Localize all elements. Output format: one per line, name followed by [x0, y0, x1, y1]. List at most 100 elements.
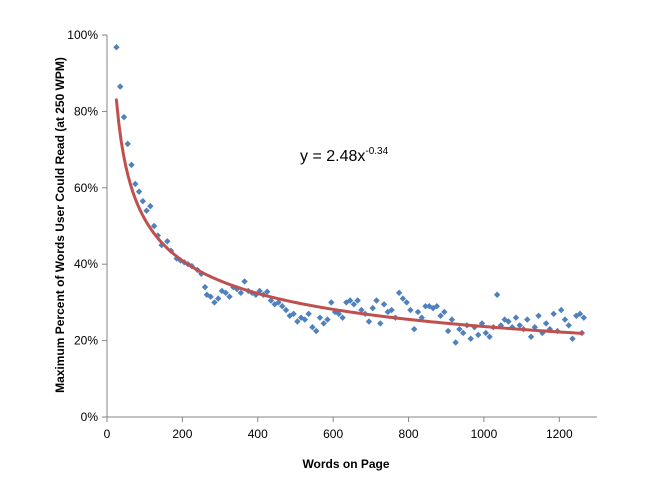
- data-point: [316, 314, 324, 321]
- data-point: [135, 188, 143, 195]
- data-point: [241, 278, 248, 285]
- data-point: [201, 283, 209, 291]
- data-point: [373, 297, 380, 304]
- data-point: [211, 299, 218, 306]
- x-tick-label: 200: [172, 427, 192, 441]
- data-point: [573, 312, 580, 319]
- data-point: [565, 322, 572, 329]
- x-tick-label: 1200: [546, 427, 573, 441]
- data-point: [441, 308, 448, 316]
- equation-exponent: -0.34: [365, 146, 388, 157]
- trendline-equation: y = 2.48x-0.34: [300, 146, 389, 165]
- data-point: [222, 289, 229, 297]
- data-point: [226, 293, 233, 300]
- data-point: [576, 310, 584, 318]
- data-point: [369, 304, 376, 312]
- data-point: [128, 161, 135, 169]
- data-point: [437, 312, 444, 319]
- x-tick-label: 1000: [471, 427, 498, 441]
- x-axis-title: Words on Page: [302, 457, 389, 471]
- data-point: [452, 339, 459, 346]
- data-point: [512, 314, 520, 321]
- data-point: [294, 318, 301, 325]
- y-axis-title: Maximum Percent of Words User Could Read…: [53, 57, 67, 393]
- data-point: [324, 316, 331, 323]
- data-point: [550, 310, 557, 318]
- data-point: [395, 289, 403, 297]
- plot-area: 0% 20% 40% 60% 80% 100% 0 200 400 600 800 1000 1200: [67, 28, 597, 441]
- data-point: [569, 335, 576, 342]
- data-point: [414, 308, 422, 316]
- data-point: [301, 316, 309, 323]
- data-point: [143, 207, 150, 214]
- y-tick-label: 100%: [67, 28, 98, 42]
- data-point: [524, 316, 531, 323]
- data-point: [350, 301, 358, 308]
- data-point: [124, 140, 131, 148]
- x-tick-label: 600: [323, 427, 343, 441]
- data-point: [531, 324, 539, 331]
- data-point: [516, 322, 523, 329]
- data-point: [365, 318, 373, 325]
- data-point: [150, 222, 158, 230]
- data-point: [444, 327, 452, 335]
- data-point: [433, 303, 441, 310]
- data-point: [505, 318, 512, 325]
- data-point: [339, 314, 346, 321]
- y-tick-label: 20%: [74, 334, 98, 348]
- equation-base: y = 2.48x: [300, 148, 365, 165]
- data-point: [275, 299, 282, 306]
- data-point: [113, 44, 120, 51]
- data-point: [475, 331, 482, 339]
- data-point: [335, 310, 343, 318]
- data-point: [493, 291, 501, 298]
- data-point: [527, 333, 535, 340]
- data-point: [354, 297, 361, 304]
- x-tick-label: 400: [248, 427, 268, 441]
- x-tick-label: 800: [399, 427, 419, 441]
- data-point: [164, 238, 171, 245]
- data-point: [380, 301, 388, 308]
- data-point: [263, 288, 271, 295]
- power-trendline: [114, 98, 584, 335]
- data-point: [535, 312, 542, 319]
- data-point: [422, 303, 429, 310]
- data-point: [279, 303, 286, 310]
- data-point: [328, 299, 335, 306]
- data-point: [214, 295, 222, 302]
- data-point: [139, 197, 147, 205]
- data-point: [557, 306, 565, 314]
- data-point: [267, 297, 275, 304]
- data-point: [290, 310, 297, 318]
- data-point: [403, 299, 410, 306]
- data-point: [542, 320, 550, 327]
- data-point: [132, 180, 139, 188]
- x-axis-ticks: 0 200 400 600 800 1000 1200: [104, 417, 573, 441]
- data-point: [377, 320, 384, 327]
- data-point: [410, 325, 418, 333]
- data-point: [456, 325, 463, 333]
- data-point: [448, 316, 456, 323]
- data-point: [305, 310, 312, 318]
- data-point: [561, 316, 569, 323]
- y-tick-label: 60%: [74, 181, 98, 195]
- data-point: [407, 306, 414, 314]
- data-point: [580, 314, 588, 321]
- data-point: [309, 324, 316, 331]
- data-point: [282, 306, 290, 314]
- data-point: [346, 297, 354, 304]
- data-point: [482, 329, 490, 337]
- data-point: [459, 329, 467, 337]
- data-point: [116, 83, 124, 90]
- y-tick-label: 40%: [74, 257, 98, 271]
- data-point: [237, 289, 245, 297]
- data-points: [113, 44, 588, 346]
- data-point: [207, 293, 214, 300]
- data-point: [486, 333, 493, 340]
- y-tick-label: 0%: [81, 410, 99, 424]
- data-point: [388, 306, 395, 314]
- data-point: [467, 335, 474, 342]
- data-point: [120, 113, 128, 121]
- data-point: [147, 202, 154, 210]
